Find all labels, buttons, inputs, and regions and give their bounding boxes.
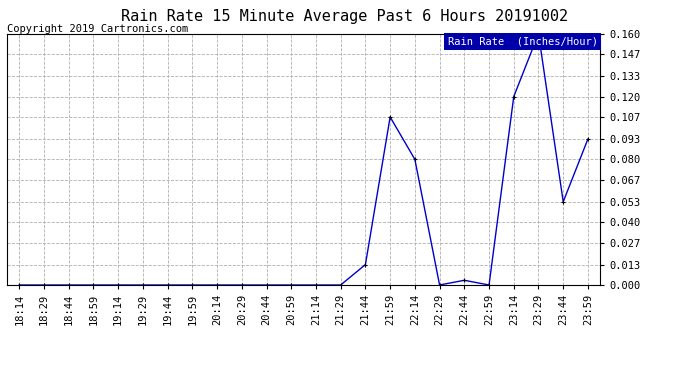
Text: Rain Rate 15 Minute Average Past 6 Hours 20191002: Rain Rate 15 Minute Average Past 6 Hours… — [121, 9, 569, 24]
Text: Rain Rate  (Inches/Hour): Rain Rate (Inches/Hour) — [448, 36, 598, 46]
Text: Copyright 2019 Cartronics.com: Copyright 2019 Cartronics.com — [7, 24, 188, 34]
